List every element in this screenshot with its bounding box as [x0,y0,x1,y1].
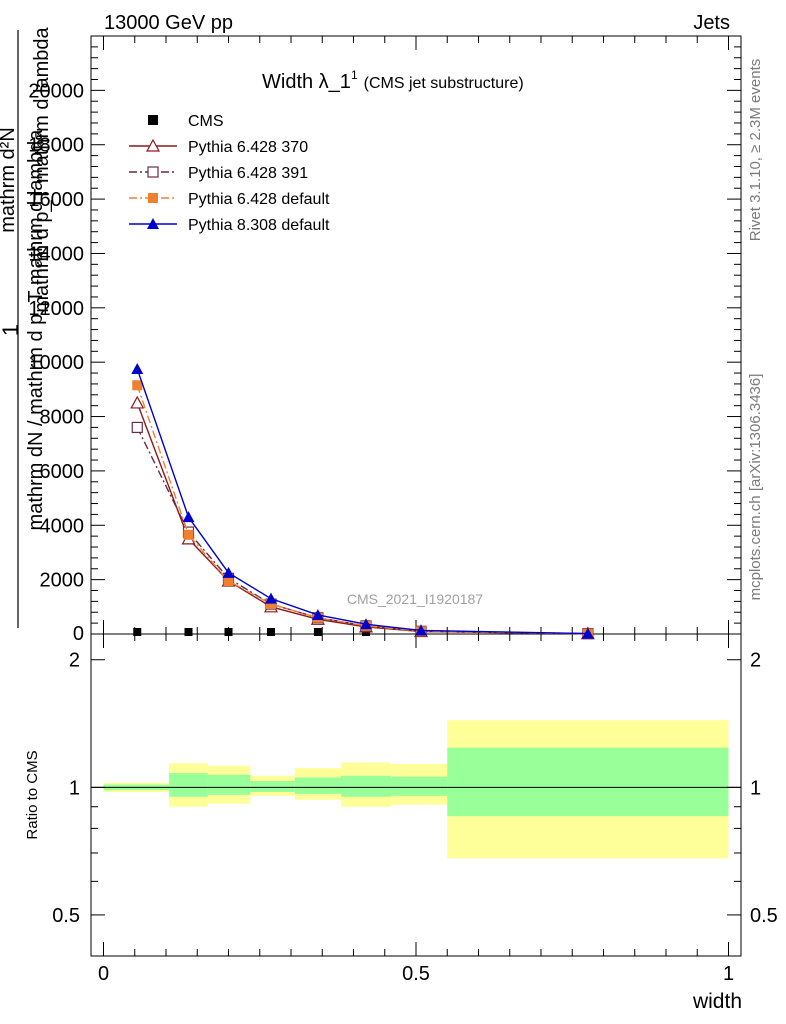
y-tick-label-zero: 0 [73,623,84,645]
ratio-y-axis-label: Ratio to CMS [24,750,41,839]
y-tick-label: 16000 [28,189,84,211]
y-axis-label-line3: mathrm d²N [0,127,19,233]
data-point [132,380,143,391]
y-axis-label-line4: mathrm d p_T mathrm d lambda [31,26,53,312]
data-point [311,608,324,620]
plot-title: Width λ_11 (CMS jet substructure) [262,68,524,93]
data-point [183,529,194,540]
data-point [581,627,594,639]
data-point [313,628,322,636]
data-point [131,362,144,374]
legend-label-3: Pythia 6.428 default [188,191,330,208]
x-tick-label: 1 [723,963,734,985]
ratio-band-stat-7 [447,747,729,817]
data-point [265,592,277,604]
y-axis-label: 1 mathrm dN / mathrm d p_T mathrm d lamb… [0,26,53,628]
ratio-y-ticks: 0.5 0.5 1 1 2 2 [52,650,778,927]
legend-label-2: Pythia 6.428 391 [188,165,308,182]
data-point [223,575,234,586]
data-point [133,628,142,636]
side-label-rivet: Rivet 3.1.10, ≥ 2.3M events [747,59,764,242]
series-4 [131,362,594,639]
data-point [224,628,233,636]
y-tick-label: 8000 [40,407,85,429]
y-tick-label: 4000 [40,515,85,537]
y-axis-label-line1: 1 [0,324,23,336]
data-point [182,511,195,523]
ratio-y-tick-label-right: 0.5 [750,905,778,927]
legend-marker-1 [145,138,161,152]
legend-label-0: CMS [188,113,224,130]
y-axis-label-line2: mathrm dN / mathrm d p_T mathrm d lambda [25,129,47,531]
plot-title-subtitle: (CMS jet substructure) [364,75,524,92]
x-axis-label: width [692,990,742,1013]
y-tick-label: 18000 [28,135,84,157]
header-energy-label: 13000 GeV pp [104,12,233,34]
series-layer [130,362,595,640]
ratio-band-stat-1 [169,773,208,797]
x-ticks: 0 0.5 1 [98,36,734,985]
ratio-band-stat-5 [341,775,391,797]
x-tick-label: 0.5 [402,963,430,985]
plot-title-superscript: 1 [351,68,358,82]
y-tick-label: 12000 [28,298,84,320]
ratio-y-tick-label-left: 0.5 [52,905,80,927]
series-line-3 [136,385,588,635]
plot-title-main: Width λ_1 [262,71,351,93]
legend-label-1: Pythia 6.428 370 [188,139,308,156]
ratio-y-tick-label-right: 2 [750,650,761,672]
header-jets-label: Jets [693,12,730,34]
main-y-ticks: 2000 4000 6000 8000 10000 12000 14000 16000 1800… [28,35,741,645]
y-tick-label: 20000 [28,80,84,102]
y-tick-label: 14000 [28,243,84,265]
ratio-y-tick-label-right: 1 [750,777,761,799]
ratio-bands [103,720,729,859]
ratio-band-stat-4 [294,777,341,794]
legend-marker-3 [148,193,158,203]
data-point [266,599,276,610]
data-point [131,421,143,434]
legend-marker-2 [147,166,159,178]
ratio-y-tick-label-left: 2 [69,650,80,672]
data-point [360,618,372,630]
legend-label-4: Pythia 8.308 default [188,217,330,234]
y-tick-label: 2000 [40,570,85,592]
ratio-band-stat-2 [207,774,251,795]
series-line-4 [136,368,588,635]
ratio-y-tick-label-left: 1 [69,777,80,799]
y-tick-label: 6000 [40,461,85,483]
y-tick-label: 10000 [28,352,84,374]
ratio-band-stat-3 [250,780,295,792]
data-point [130,395,145,409]
legend-marker-4 [147,218,159,229]
side-label-mcplots: mcplots.cern.ch [arXiv:1306.3436] [747,374,764,601]
data-point [267,628,275,636]
data-point [222,566,235,578]
x-tick-label: 0 [98,963,109,985]
data-point [415,624,427,636]
analysis-watermark: CMS_2021_I1920187 [347,591,483,607]
ratio-band-stat-6 [391,776,448,796]
legend: CMS Pythia 6.428 370 Pythia 6.428 391 Pythi… [129,113,330,234]
legend-marker-0 [148,115,158,125]
data-point [184,628,193,636]
